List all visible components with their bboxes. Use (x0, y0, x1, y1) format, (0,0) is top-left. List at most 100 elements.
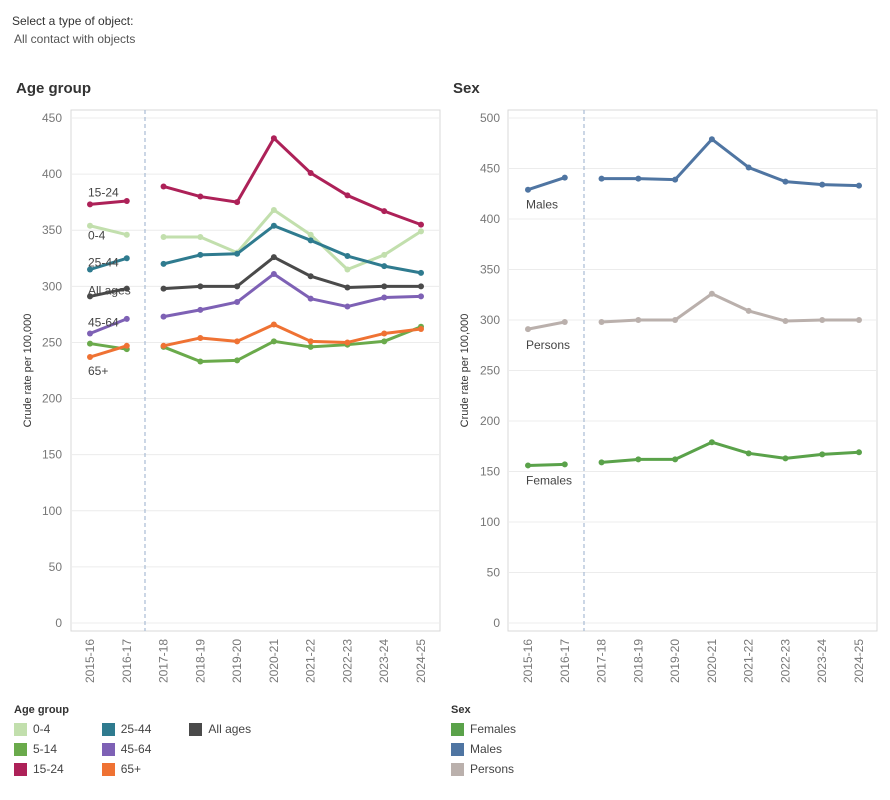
age-series-65plus-point (381, 330, 388, 337)
age-series-all-ages-point (160, 285, 167, 292)
legend-swatch (101, 742, 115, 756)
sex-x-tick-label: 2016-17 (558, 639, 572, 683)
age-series-5-14-point (418, 323, 424, 330)
sex-y-tick-label: 400 (480, 212, 500, 226)
age-series-15-24-point (307, 169, 314, 176)
age-x-tick-label: 2020-21 (267, 639, 281, 683)
age-series-15-24-point (160, 183, 167, 190)
sex-x-tick-label: 2017-18 (595, 639, 609, 683)
age-series-65plus-point (307, 338, 314, 345)
age-series-5-14-point (381, 338, 388, 345)
age-series-45-64-point (307, 295, 314, 302)
legend-label: Females (470, 722, 517, 736)
age-series-all-ages-point (307, 273, 314, 280)
age-series-0-4-point (381, 251, 388, 258)
sex-series-males-label: Males (526, 198, 558, 212)
sex-series-males-point (672, 176, 679, 183)
legend-swatch (14, 722, 27, 736)
legend-item-15-24[interactable]: 15-24 (14, 759, 64, 779)
sex-series-females-point (672, 456, 679, 463)
age-series-45-64-line-early (89, 317, 128, 335)
age-y-tick-label: 250 (42, 335, 62, 349)
age-series-0-4-point (344, 266, 351, 273)
age-series-all-ages-label: All ages (88, 283, 131, 297)
sex-y-tick-label: 100 (480, 515, 500, 529)
age-y-axis-title: Crude rate per 100,000 (22, 314, 34, 428)
sex-series-females-point (782, 455, 789, 462)
legend-label: 25-44 (120, 722, 152, 736)
age-series-45-64-point (234, 299, 241, 306)
legend-item-0-4[interactable]: 0-4 (14, 719, 64, 739)
sex-series-males-point (745, 164, 752, 171)
age-series-5-14-point (307, 343, 314, 350)
sex-y-tick-label: 500 (480, 111, 500, 125)
age-x-tick-label: 2021-22 (304, 639, 318, 683)
age-series-65plus-point (160, 342, 167, 349)
sex-series-persons-point (525, 326, 531, 333)
age-series-0-4-label: 0-4 (88, 229, 106, 243)
age-series-25-44-line (163, 224, 422, 275)
age-series-15-24-point (418, 221, 424, 228)
sex-y-axis-title: Crude rate per 100,000 (459, 314, 471, 428)
age-group-chart-title: Age group (16, 80, 91, 97)
age-series-0-4-line-early (89, 224, 128, 237)
age-series-25-44-point (307, 237, 314, 244)
age-series-0-4-point (234, 249, 241, 256)
legend-label: 15-24 (33, 762, 64, 776)
age-series-5-14-point (344, 341, 351, 348)
legend-item-persons[interactable]: Persons (451, 759, 516, 779)
sex-series-females-point (635, 456, 642, 463)
age-y-tick-label: 350 (42, 223, 62, 237)
legend-label: Persons (470, 762, 515, 776)
legend-item-all-ages[interactable]: All ages (189, 719, 251, 739)
age-series-45-64-point (344, 303, 351, 310)
age-series-45-64-label: 45-64 (88, 315, 119, 329)
sex-plot-frame (507, 109, 878, 632)
legend-item-5-14[interactable]: 5-14 (14, 739, 64, 759)
sex-series-persons-point (598, 319, 605, 326)
sex-y-tick-label: 300 (480, 313, 500, 327)
object-type-filter-value[interactable]: All contact with objects (14, 32, 136, 46)
age-x-tick-label: 2019-20 (230, 639, 244, 683)
sex-y-tick-label: 350 (480, 263, 500, 277)
age-x-tick-label: 2024-25 (414, 639, 428, 683)
legend-item-65plus[interactable]: 65+ (101, 759, 152, 779)
age-series-all-ages-point (418, 283, 424, 290)
age-series-0-4-line (163, 208, 422, 271)
age-plot-frame (70, 109, 441, 632)
sex-series-females-point (708, 439, 715, 446)
age-series-25-44-point (234, 250, 241, 257)
age-series-all-ages-line (163, 255, 421, 291)
sex-series-persons-point (819, 317, 826, 323)
sex-series-males-point (708, 136, 715, 143)
legend-item-25-44[interactable]: 25-44 (101, 719, 152, 739)
age-series-65plus-line-early (89, 344, 128, 359)
age-series-25-44-point (160, 260, 167, 267)
sex-y-tick-label: 0 (493, 616, 500, 630)
age-series-45-64-point (197, 306, 204, 313)
age-series-65plus-point (418, 325, 424, 332)
age-y-tick-label: 450 (42, 111, 62, 125)
legend-label: 0-4 (33, 722, 51, 736)
sex-series-females-point (525, 462, 531, 469)
legend-item-males[interactable]: Males (451, 739, 516, 759)
age-x-tick-label: 2015-16 (83, 639, 97, 683)
age-x-tick-label: 2017-18 (157, 639, 171, 683)
legend-swatch (101, 722, 115, 736)
legend-item-45-64[interactable]: 45-64 (101, 739, 151, 759)
sex-series-females-line (601, 440, 860, 464)
sex-legend: Sex Females Males Persons (451, 704, 516, 779)
sex-series-males-line-early (527, 176, 566, 192)
age-series-5-14-point (234, 357, 241, 364)
age-x-tick-label: 2022-23 (340, 639, 354, 683)
age-series-0-4-point (270, 207, 277, 214)
sex-series-persons-point (708, 290, 715, 297)
sex-y-tick-label: 450 (480, 162, 500, 176)
age-series-65plus-line (163, 322, 422, 348)
sex-series-males-point (782, 178, 789, 185)
age-series-65plus-point (344, 339, 351, 346)
age-series-15-24-point (270, 135, 277, 142)
legend-item-females[interactable]: Females (451, 719, 516, 739)
legend-swatch (451, 762, 464, 776)
sex-series-persons-point (745, 307, 752, 314)
